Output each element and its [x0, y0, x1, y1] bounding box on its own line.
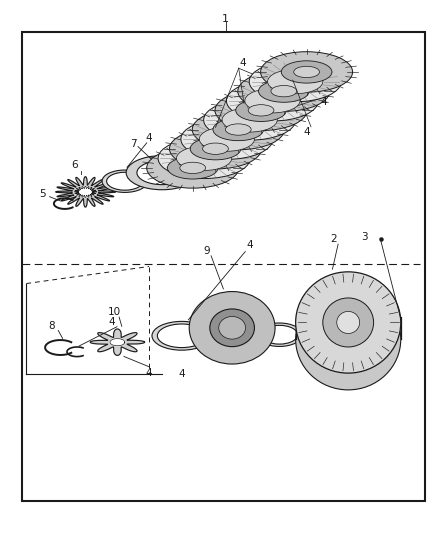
Text: 1: 1 — [222, 14, 229, 23]
Ellipse shape — [126, 156, 198, 190]
Ellipse shape — [210, 309, 254, 346]
Ellipse shape — [167, 157, 218, 179]
Text: 4: 4 — [246, 240, 253, 250]
Polygon shape — [74, 186, 96, 198]
Ellipse shape — [222, 108, 277, 132]
Ellipse shape — [190, 138, 241, 160]
Text: 8: 8 — [48, 321, 55, 331]
Ellipse shape — [236, 99, 286, 122]
Ellipse shape — [258, 80, 309, 102]
Text: 6: 6 — [71, 160, 78, 170]
Ellipse shape — [261, 52, 353, 92]
Ellipse shape — [181, 119, 273, 159]
Ellipse shape — [170, 128, 261, 169]
Ellipse shape — [245, 88, 300, 113]
Ellipse shape — [203, 143, 228, 155]
Bar — [22, 32, 425, 501]
Polygon shape — [110, 338, 125, 346]
Ellipse shape — [137, 161, 187, 184]
Ellipse shape — [249, 61, 341, 102]
Text: 9: 9 — [203, 246, 210, 255]
Ellipse shape — [296, 289, 401, 390]
Ellipse shape — [106, 172, 143, 190]
Text: 4: 4 — [178, 369, 185, 379]
Text: 2: 2 — [330, 234, 337, 244]
Text: 5: 5 — [39, 189, 46, 199]
Text: 4: 4 — [145, 368, 152, 378]
Text: 4: 4 — [303, 127, 310, 137]
Ellipse shape — [296, 272, 401, 373]
Ellipse shape — [261, 325, 298, 344]
Ellipse shape — [152, 321, 212, 350]
Ellipse shape — [268, 69, 323, 94]
Ellipse shape — [226, 80, 318, 121]
Text: 4: 4 — [145, 133, 152, 142]
Polygon shape — [56, 176, 115, 207]
Ellipse shape — [337, 311, 360, 334]
Ellipse shape — [215, 90, 307, 131]
Ellipse shape — [248, 104, 274, 116]
Ellipse shape — [271, 85, 297, 97]
Ellipse shape — [213, 118, 264, 141]
Ellipse shape — [199, 127, 254, 151]
Ellipse shape — [323, 298, 374, 347]
Ellipse shape — [294, 66, 319, 78]
Text: 7: 7 — [130, 139, 137, 149]
Ellipse shape — [226, 124, 251, 135]
Text: 4: 4 — [240, 58, 247, 68]
Ellipse shape — [157, 324, 206, 348]
Ellipse shape — [158, 138, 250, 179]
Ellipse shape — [238, 71, 330, 111]
Text: 3: 3 — [361, 232, 368, 241]
Ellipse shape — [257, 323, 302, 346]
Ellipse shape — [281, 61, 332, 83]
Text: 10: 10 — [108, 307, 121, 317]
Ellipse shape — [192, 109, 284, 150]
Ellipse shape — [177, 146, 232, 171]
Ellipse shape — [189, 292, 275, 364]
Ellipse shape — [102, 170, 148, 192]
Ellipse shape — [147, 148, 239, 188]
Text: 4: 4 — [321, 98, 328, 107]
Ellipse shape — [204, 100, 296, 140]
Polygon shape — [90, 329, 145, 356]
Text: 4: 4 — [108, 318, 115, 327]
Ellipse shape — [219, 317, 246, 339]
Ellipse shape — [180, 162, 205, 174]
